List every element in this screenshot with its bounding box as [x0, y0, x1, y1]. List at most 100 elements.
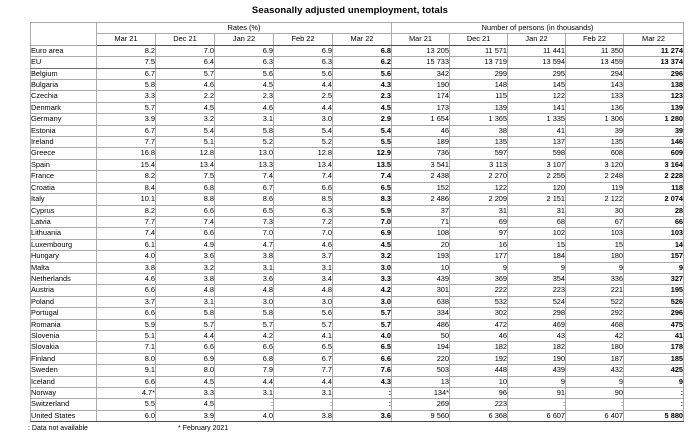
cell-rate-4: 4.3	[331, 79, 393, 92]
cell-persons-1: 6 368	[449, 409, 509, 423]
cell-rate-1: 3.3	[155, 386, 215, 400]
cell-rate-0: 6.6	[96, 307, 156, 320]
cell-persons-2: 145	[507, 79, 567, 92]
cell-rate-4: 3.0	[331, 261, 393, 274]
cell-rate-3: 5.2	[273, 136, 333, 149]
cell-persons-4: :	[623, 398, 685, 411]
cell-persons-3: 221	[565, 284, 625, 297]
cell-rate-1: 3.1	[155, 295, 215, 309]
table-row: Slovakia 7.1 6.6 6.6 6.5 6.5 194 182 182 180 178	[30, 341, 685, 354]
table-row: EU 7.5 6.4 6.3 6.3 6.2 15 733 13 719 13 594 13 45…	[30, 56, 685, 69]
header-corner-cell	[30, 22, 97, 46]
footnote-data-not-available: : Data not available	[28, 425, 88, 433]
row-geo-label: Belgium	[30, 67, 97, 81]
cell-persons-1: 139	[449, 101, 509, 115]
header-col-rates-mar22: Mar 22	[331, 33, 393, 46]
cell-persons-2: 15	[507, 238, 567, 252]
cell-rate-1: 5.4	[155, 124, 215, 138]
cell-persons-2: 298	[507, 307, 567, 320]
unemployment-table: Rates (%) Number of persons (in thousand…	[30, 21, 685, 423]
cell-persons-2: 2 255	[507, 170, 567, 183]
cell-rate-0: 7.5	[96, 56, 156, 69]
cell-rate-2: :	[214, 398, 274, 411]
cell-persons-0: 193	[391, 250, 451, 263]
header-group-rates: Rates (%)	[95, 21, 393, 35]
cell-rate-2: 13.0	[214, 147, 274, 160]
cell-rate-1: 6.6	[155, 341, 215, 354]
cell-persons-2: 190	[507, 352, 567, 366]
cell-persons-2: 11 441	[507, 44, 567, 58]
cell-persons-4: 185	[623, 352, 685, 366]
cell-persons-0: 486	[391, 318, 451, 331]
cell-persons-0: 46	[391, 124, 451, 138]
cell-persons-1: 222	[449, 284, 509, 297]
cell-persons-3: 1 306	[565, 113, 625, 126]
cell-rate-0: 8.2	[96, 170, 156, 183]
cell-persons-2: 102	[507, 227, 567, 240]
row-geo-label: Lithuania	[30, 227, 97, 240]
cell-persons-1: 11 571	[449, 44, 509, 58]
cell-rate-4: 4.0	[331, 329, 393, 343]
cell-persons-4: 1 280	[623, 113, 685, 126]
table-row: Denmark 5.7 4.5 4.6 4.4 4.5 173 139 141 136 139	[30, 101, 685, 115]
cell-rate-3: 4.1	[273, 329, 333, 343]
header-col-persons-feb22: Feb 22	[565, 33, 625, 46]
cell-rate-4: 8.3	[331, 193, 393, 206]
row-geo-label: Poland	[30, 295, 97, 309]
cell-rate-2: 5.7	[214, 318, 274, 331]
cell-rate-1: 6.6	[155, 204, 215, 217]
cell-persons-2: 2 151	[507, 193, 567, 206]
cell-rate-0: 3.7	[96, 295, 156, 309]
table-row: Cyprus 8.2 6.6 6.5 6.3 5.9 37 31 31 30 28	[30, 204, 685, 217]
header-col-rates-mar21: Mar 21	[96, 33, 156, 46]
row-geo-label: Portugal	[30, 307, 97, 320]
cell-rate-2: 6.7	[214, 181, 274, 195]
cell-persons-2: 9	[507, 261, 567, 274]
cell-persons-3: 2 122	[565, 193, 625, 206]
cell-persons-3: 336	[565, 272, 625, 286]
cell-persons-4: 425	[623, 364, 685, 377]
row-geo-label: Netherlands	[30, 272, 97, 286]
cell-rate-1: 7.4	[155, 215, 215, 229]
cell-rate-2: 7.9	[214, 364, 274, 377]
cell-rate-0: 5.9	[96, 318, 156, 331]
table-row: Lithuania 7.4 6.6 7.0 7.0 6.9 108 97 102 103 103	[30, 227, 685, 240]
cell-persons-3: 3 120	[565, 158, 625, 172]
cell-persons-3: 103	[565, 227, 625, 240]
cell-persons-2: 469	[507, 318, 567, 331]
table-row: Czechia 3.3 2.2 2.3 2.5 2.3 174 115 122 133 123	[30, 90, 685, 103]
table-row: Ireland 7.7 5.1 5.2 5.2 5.5 189 135 137 135 146	[30, 136, 685, 149]
cell-rate-3: 3.0	[273, 113, 333, 126]
table-row: Switzerland 5.5 4.5:::269 223:::	[30, 398, 685, 411]
table-row: Malta 3.8 3.2 3.1 3.1 3.0 10 9 9 9 9	[30, 261, 685, 274]
cell-persons-3: 292	[565, 307, 625, 320]
cell-rate-2: 3.1	[214, 386, 274, 400]
cell-rate-2: 5.8	[214, 307, 274, 320]
cell-persons-1: 532	[449, 295, 509, 309]
row-geo-label: Euro area	[30, 44, 97, 58]
cell-persons-4: :	[623, 386, 685, 400]
cell-rate-4: 6.8	[331, 44, 393, 58]
cell-rate-3: 13.4	[273, 158, 333, 172]
cell-rate-4: 3.6	[331, 409, 393, 423]
cell-persons-2: 43	[507, 329, 567, 343]
cell-persons-3: 13 459	[565, 56, 625, 69]
cell-rate-2: 4.5	[214, 79, 274, 92]
cell-rate-2: 6.8	[214, 352, 274, 366]
cell-persons-3: 42	[565, 329, 625, 343]
cell-rate-0: 7.7	[96, 215, 156, 229]
cell-persons-4: 9	[623, 261, 685, 274]
cell-rate-4: 4.2	[331, 284, 393, 297]
cell-persons-4: 9	[623, 375, 685, 389]
cell-persons-2: :	[507, 398, 567, 411]
cell-persons-1: 38	[449, 124, 509, 138]
cell-persons-1: 299	[449, 67, 509, 81]
header-col-rates-feb22: Feb 22	[273, 33, 333, 46]
cell-rate-2: 5.2	[214, 136, 274, 149]
cell-rate-4: 4.5	[331, 238, 393, 252]
table-row: Netherlands 4.6 3.8 3.6 3.4 3.3 439 369 354 336 32…	[30, 272, 685, 286]
cell-persons-1: 31	[449, 204, 509, 217]
cell-rate-0: 6.7	[96, 67, 156, 81]
cell-rate-3: 3.1	[273, 386, 333, 400]
cell-persons-1: 96	[449, 386, 509, 400]
